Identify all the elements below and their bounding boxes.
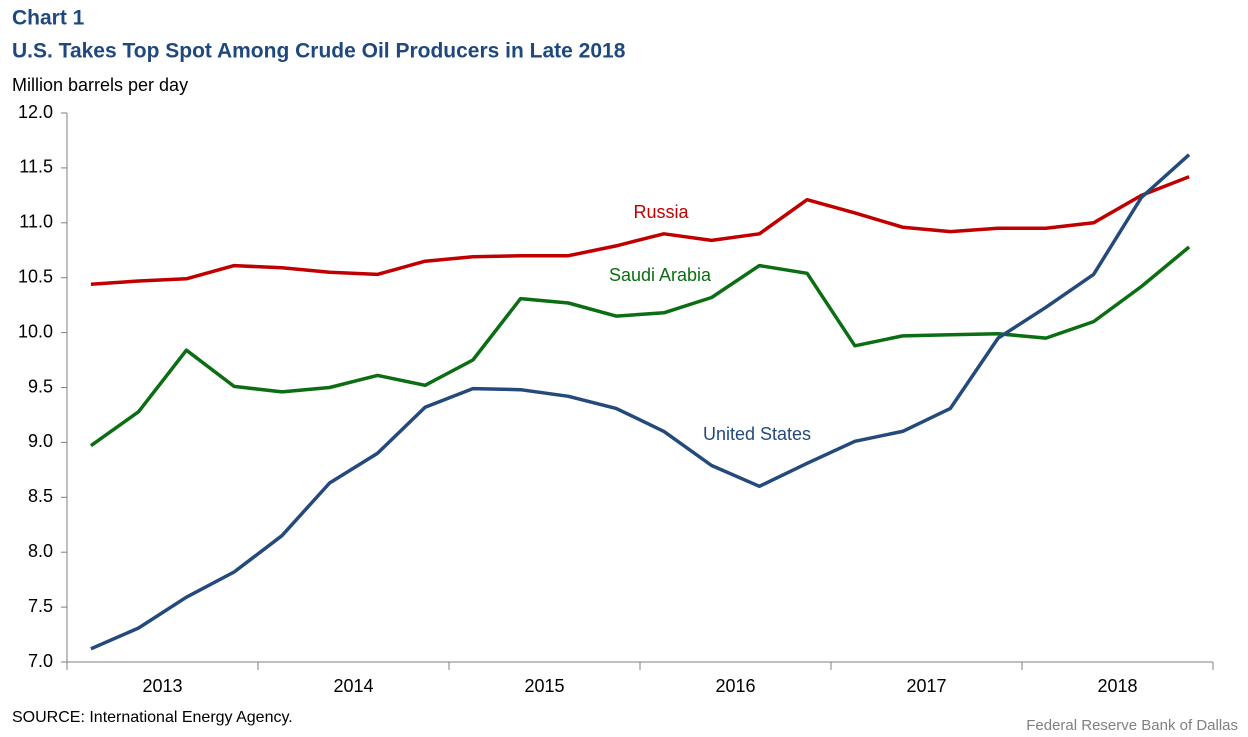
y-tick-label: 11.0 — [19, 212, 53, 232]
series-label: United States — [703, 424, 811, 444]
series-label: Saudi Arabia — [609, 265, 712, 285]
series-line — [90, 153, 1191, 651]
y-axis-label: Million barrels per day — [12, 75, 188, 95]
y-tick-label: 11.5 — [19, 157, 53, 177]
y-tick-label: 8.5 — [28, 486, 53, 506]
credit: Federal Reserve Bank of Dallas — [1026, 717, 1238, 734]
y-tick-label: 10.0 — [18, 321, 53, 341]
y-tick-label: 7.0 — [28, 651, 53, 671]
x-tick-label: 2017 — [906, 676, 946, 696]
y-tick-label: 10.5 — [18, 266, 53, 286]
y-tick-label: 8.0 — [28, 541, 53, 561]
y-tick-label: 9.0 — [28, 431, 53, 451]
series-label: Russia — [633, 202, 689, 222]
chart-title: U.S. Takes Top Spot Among Crude Oil Prod… — [12, 40, 626, 63]
x-tick-label: 2013 — [142, 676, 182, 696]
series-line — [90, 175, 1190, 287]
source: SOURCE: International Energy Agency. — [12, 709, 293, 726]
chart-label: Chart 1 — [12, 7, 85, 30]
x-tick-label: 2018 — [1097, 676, 1137, 696]
x-tick-label: 2014 — [333, 676, 373, 696]
x-tick-label: 2015 — [524, 676, 564, 696]
y-tick-label: 9.5 — [28, 376, 53, 396]
x-tick-label: 2016 — [715, 676, 755, 696]
y-tick-label: 7.5 — [28, 596, 53, 616]
y-tick-label: 12.0 — [18, 102, 53, 122]
